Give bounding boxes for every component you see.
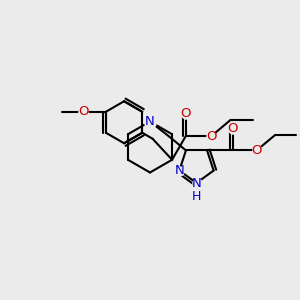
Text: O: O xyxy=(206,130,216,143)
Text: O: O xyxy=(78,105,88,118)
Text: H: H xyxy=(192,190,201,203)
Text: N: N xyxy=(175,164,184,177)
Text: O: O xyxy=(180,107,191,120)
Text: O: O xyxy=(227,122,238,135)
Text: O: O xyxy=(251,144,262,157)
Text: N: N xyxy=(145,115,155,128)
Text: N: N xyxy=(192,176,201,190)
